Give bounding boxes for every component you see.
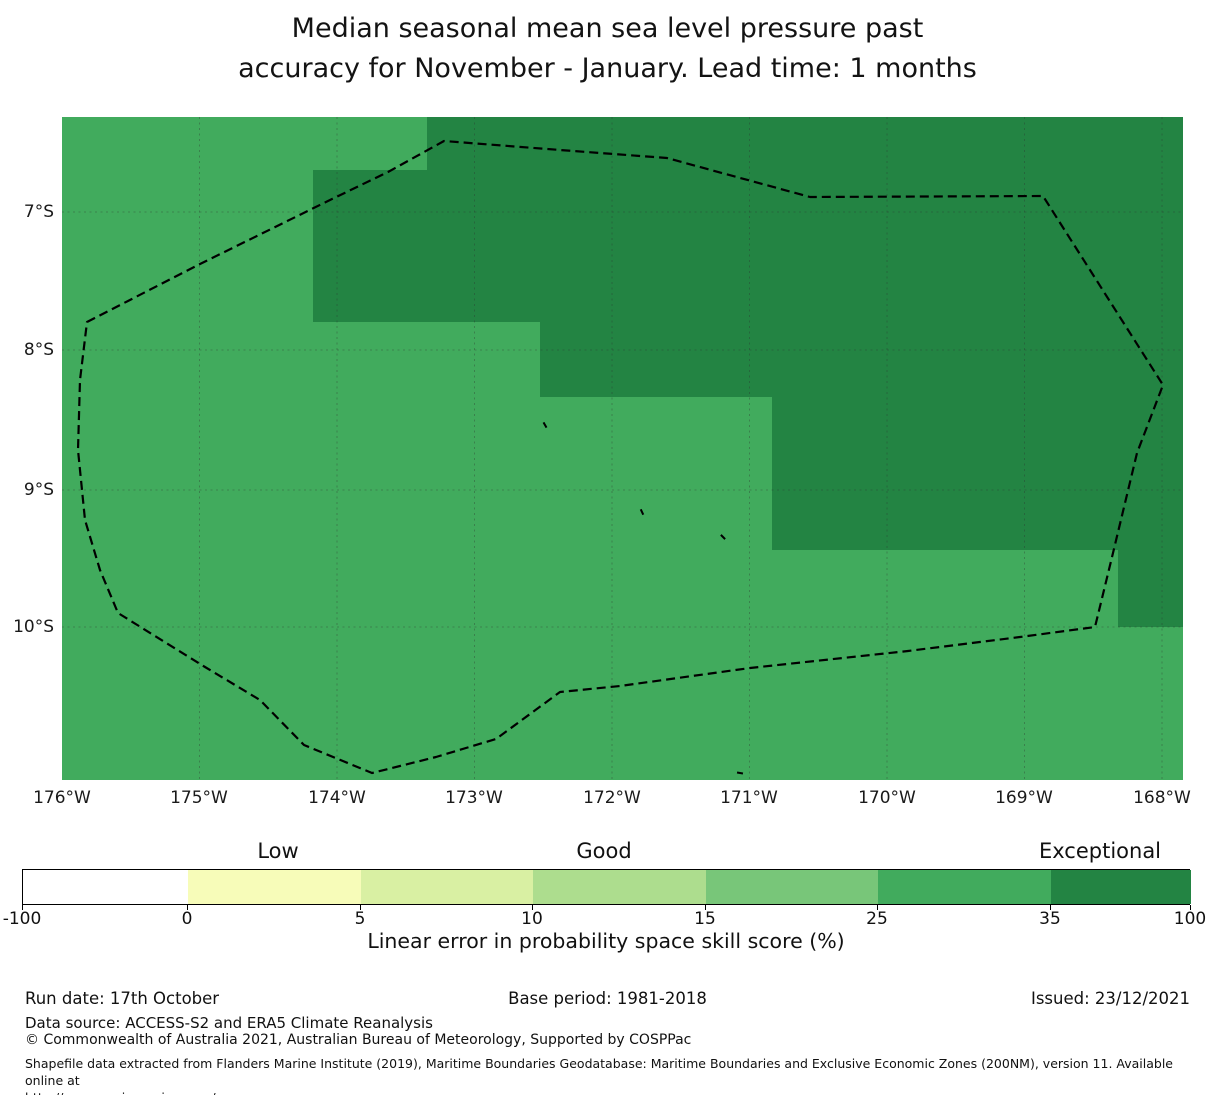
colorbar-tick: [532, 905, 533, 910]
colorbar-tick: [1190, 905, 1191, 910]
x-tick-label: 169°W: [995, 788, 1053, 808]
shapefile-attribution-line2: http://www.marineregions.org/.: [25, 1089, 1195, 1095]
x-tick-label: 175°W: [170, 788, 228, 808]
colorbar-tick-label: 10: [521, 909, 543, 929]
colorbar-category-exceptional: Exceptional: [1038, 839, 1162, 863]
island-mark: [639, 508, 645, 516]
colorbar-segment-15-25: [706, 870, 879, 904]
colorbar-tick-label: 5: [354, 909, 366, 929]
x-tick-label: 170°W: [858, 788, 916, 808]
chart-title-line2: accuracy for November - January. Lead ti…: [238, 53, 977, 84]
colorbar: [22, 869, 1191, 905]
colorbar-segment-5-10: [361, 870, 534, 904]
run-date-label: Run date: 17th October: [25, 989, 220, 1008]
colorbar-segment-10-15: [533, 870, 707, 904]
data-source-label: Data source: ACCESS-S2 and ERA5 Climate …: [25, 1014, 433, 1032]
map-plot: [62, 117, 1183, 780]
colorbar-segment-0-5: [188, 870, 362, 904]
x-tick-label: 172°W: [583, 788, 641, 808]
y-tick-label: 8°S: [23, 340, 54, 360]
skill-region-35-100: [313, 117, 1183, 627]
y-tick-label: 9°S: [23, 480, 54, 500]
x-tick-label: 176°W: [33, 788, 91, 808]
base-period-label: Base period: 1981-2018: [508, 989, 707, 1008]
colorbar-caption: Linear error in probability space skill …: [367, 929, 845, 953]
colorbar-tick: [1050, 905, 1051, 910]
colorbar-tick-label: 15: [694, 909, 716, 929]
x-tick-label: 168°W: [1133, 788, 1191, 808]
colorbar-tick-label: 35: [1039, 909, 1061, 929]
x-tick-label: 173°W: [445, 788, 503, 808]
colorbar-tick-label: -100: [2, 909, 42, 929]
colorbar-segment-35-100: [1051, 870, 1191, 904]
colorbar-tick-label: 25: [866, 909, 888, 929]
shapefile-attribution-line1: Shapefile data extracted from Flanders M…: [25, 1056, 1173, 1088]
colorbar-tick-label: 100: [1173, 909, 1207, 929]
eez-boundary-dashed: [76, 139, 1165, 775]
colorbar-tick: [187, 905, 188, 910]
colorbar-tick-label: 0: [181, 909, 193, 929]
colorbar-category-good: Good: [576, 839, 632, 863]
island-mark: [720, 534, 726, 540]
y-tick-label: 10°S: [13, 617, 54, 637]
island-mark: [736, 771, 744, 775]
chart-title: Median seasonal mean sea level pressure …: [0, 9, 1215, 89]
y-tick-label: 7°S: [23, 202, 54, 222]
colorbar-category-low: Low: [257, 839, 299, 863]
x-tick-label: 171°W: [720, 788, 778, 808]
colorbar-tick: [22, 905, 23, 910]
issued-date-label: Issued: 23/12/2021: [1030, 989, 1190, 1008]
shapefile-attribution: Shapefile data extracted from Flanders M…: [25, 1055, 1195, 1095]
colorbar-tick: [877, 905, 878, 910]
x-tick-label: 174°W: [308, 788, 366, 808]
colorbar-tick: [360, 905, 361, 910]
chart-title-line1: Median seasonal mean sea level pressure …: [291, 13, 924, 44]
colorbar-segment--100-0: [23, 870, 189, 904]
colorbar-tick: [705, 905, 706, 910]
island-mark: [542, 421, 548, 429]
colorbar-segment-25-35: [878, 870, 1052, 904]
copyright-label: © Commonwealth of Australia 2021, Austra…: [25, 1032, 692, 1048]
